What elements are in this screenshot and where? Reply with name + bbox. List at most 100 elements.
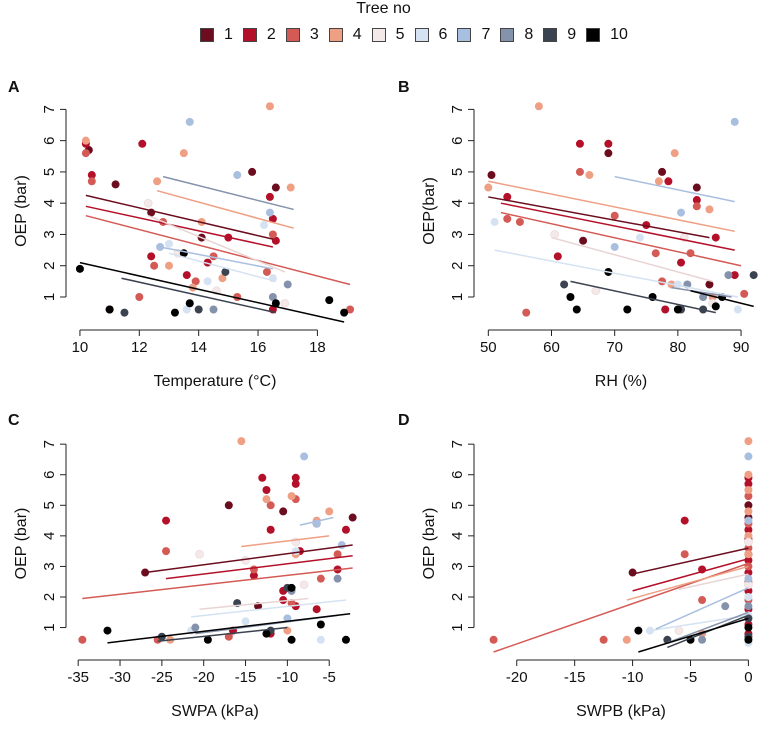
point-tree-8 — [333, 574, 342, 583]
point-tree-2 — [262, 486, 271, 495]
point-tree-7 — [744, 516, 753, 525]
point-tree-2 — [138, 139, 147, 148]
regression-line-tree-10 — [690, 290, 754, 308]
y-tick-label: 3 — [449, 230, 466, 238]
x-tick-label: 70 — [606, 339, 623, 356]
points — [78, 437, 357, 644]
point-tree-3 — [740, 289, 749, 298]
x-tick-label: -5 — [684, 669, 697, 686]
y-tick-label: 7 — [41, 105, 58, 113]
point-tree-3 — [162, 547, 171, 556]
point-tree-5 — [744, 537, 753, 547]
point-tree-1 — [248, 167, 257, 176]
point-tree-9 — [120, 308, 129, 317]
point-tree-6 — [733, 305, 742, 314]
point-tree-8 — [209, 305, 218, 314]
legend-entry-2: 2 — [242, 26, 276, 44]
point-tree-1 — [604, 149, 613, 158]
point-tree-9 — [194, 305, 203, 314]
point-tree-7 — [610, 242, 619, 251]
point-tree-3 — [744, 492, 753, 501]
y-tick-label: 2 — [449, 593, 466, 601]
point-tree-10 — [623, 305, 632, 314]
points — [75, 102, 355, 317]
regression-line-tree-4 — [156, 189, 294, 229]
y-tick-label: 6 — [41, 136, 58, 144]
point-tree-4 — [153, 177, 162, 186]
point-tree-2 — [744, 556, 753, 565]
x-axis-label: Temperature (°C) — [154, 373, 277, 390]
point-tree-6 — [316, 635, 325, 644]
point-tree-8 — [191, 623, 200, 632]
point-tree-6 — [291, 547, 300, 556]
point-tree-4 — [286, 183, 295, 192]
point-tree-2 — [279, 596, 288, 605]
legend-label: 1 — [224, 26, 233, 43]
panel-letter: B — [398, 79, 410, 96]
regression-line-tree-6 — [494, 249, 739, 298]
point-tree-4 — [534, 102, 543, 111]
y-tick-label: 1 — [41, 623, 58, 631]
point-tree-10 — [262, 629, 271, 638]
y-tick-label: 1 — [41, 293, 58, 301]
y-tick-label: 6 — [41, 471, 58, 479]
legend-entry-7: 7 — [457, 26, 490, 44]
x-axis: 50 60 70 80 90 — [480, 329, 749, 356]
point-tree-3 — [346, 305, 355, 314]
regression-line-tree-10 — [79, 261, 345, 323]
regression-line-tree-7 — [159, 246, 274, 270]
point-tree-2 — [553, 252, 562, 261]
y-axis-label: OEP (bar) — [13, 175, 30, 247]
point-tree-8 — [698, 635, 707, 644]
point-tree-10 — [271, 299, 280, 308]
y-axis: 1 2 3 4 5 6 7 — [449, 440, 475, 632]
point-tree-1 — [744, 501, 753, 510]
x-tick-label: 10 — [72, 339, 89, 356]
regression-lines — [493, 547, 749, 653]
point-tree-2 — [744, 525, 753, 534]
point-tree-4 — [265, 102, 274, 111]
point-tree-10 — [287, 635, 296, 644]
y-tick-label: 1 — [449, 293, 466, 301]
x-tick-label: -25 — [151, 669, 173, 686]
y-axis-label: OEP (bar) — [13, 508, 30, 580]
point-tree-1 — [692, 183, 701, 192]
regression-line-tree-7 — [655, 587, 749, 630]
legend-entry-4: 4 — [328, 26, 362, 44]
legend-label: 3 — [309, 26, 319, 43]
point-tree-2 — [341, 525, 350, 534]
point-tree-10 — [744, 635, 753, 644]
x-axis-label: RH (%) — [595, 373, 647, 390]
legend-swatch — [457, 28, 472, 42]
point-tree-4 — [325, 507, 334, 516]
y-tick-label: 7 — [41, 440, 58, 448]
regression-line-tree-6 — [191, 599, 347, 618]
x-axis: -35 -30 -25 -20 -15 -10 -5 — [67, 659, 336, 686]
regression-line-tree-6 — [168, 252, 277, 283]
regression-line-tree-8 — [667, 611, 749, 644]
point-tree-2 — [664, 177, 673, 186]
point-tree-10 — [105, 305, 114, 314]
point-tree-4 — [81, 136, 90, 145]
y-tick-label: 4 — [41, 199, 58, 207]
y-tick-label: 3 — [41, 562, 58, 570]
point-tree-4 — [262, 495, 271, 504]
point-tree-1 — [628, 568, 637, 577]
point-tree-4 — [164, 261, 173, 270]
y-tick-label: 3 — [449, 562, 466, 570]
x-tick-label: 50 — [480, 339, 497, 356]
point-tree-3 — [692, 202, 701, 211]
legend-label: 4 — [352, 26, 362, 43]
point-tree-3 — [333, 550, 342, 559]
point-tree-10 — [566, 292, 575, 301]
point-tree-8 — [283, 280, 292, 289]
point-tree-4 — [744, 437, 753, 446]
regression-line-tree-3 — [85, 214, 351, 286]
point-tree-10 — [185, 299, 194, 308]
legend-entry-3: 3 — [285, 26, 319, 44]
y-axis: 1 2 3 4 5 6 7 — [41, 440, 67, 632]
point-tree-7 — [185, 117, 194, 126]
point-tree-9 — [749, 271, 758, 280]
